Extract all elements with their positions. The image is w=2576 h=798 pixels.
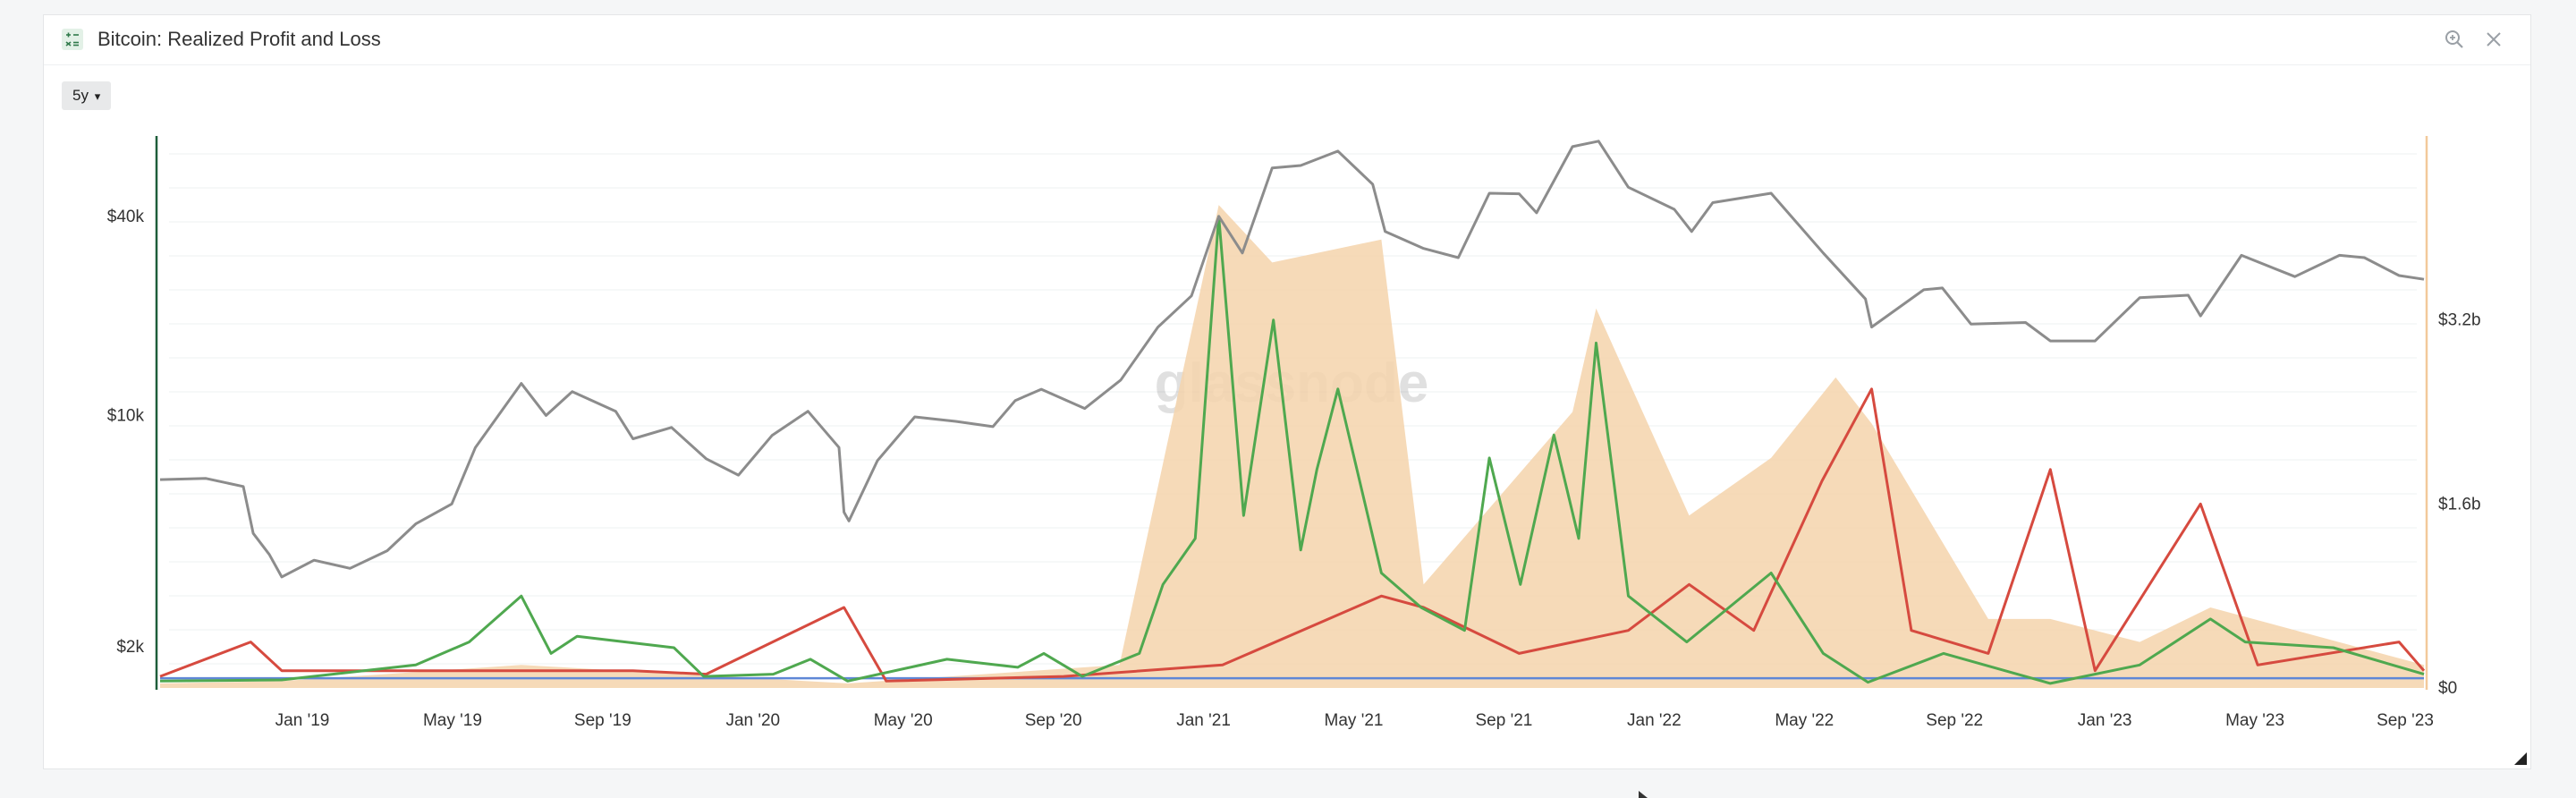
x-tick-label: May '19 [423, 711, 482, 730]
chart-panel: Bitcoin: Realized Profit and Loss 5y ▾ g… [43, 14, 2531, 769]
x-tick-label: Jan '22 [1627, 711, 1682, 730]
x-tick-label: May '21 [1325, 711, 1384, 730]
y-left-tick-label: $40k [107, 208, 145, 226]
zoom-in-icon[interactable] [2443, 28, 2466, 51]
y-left-tick-label: $10k [107, 406, 145, 425]
y-left-tick-label: $2k [116, 638, 144, 657]
series-net-fill-area [160, 205, 2424, 689]
x-tick-label: Jan '20 [725, 711, 780, 730]
x-tick-label: Sep '21 [1475, 711, 1532, 730]
series-profit-line [159, 215, 2425, 685]
y-right-axis-labels: $0 $1.6b $3.2b [2438, 311, 2481, 698]
close-icon[interactable] [2482, 28, 2505, 51]
y-right-tick-label: $1.6b [2438, 495, 2481, 514]
x-tick-label: Sep '20 [1025, 711, 1082, 730]
chevron-down-icon: ▾ [94, 89, 101, 103]
x-tick-label: Jan '21 [1176, 711, 1231, 730]
y-right-tick-label: $0 [2438, 679, 2457, 698]
series-loss-line [159, 387, 2426, 683]
range-selector-button[interactable]: 5y ▾ [62, 81, 112, 110]
x-axis-labels: Jan '19 May '19 Sep '19 Jan '20 May '20 Sep '… [275, 711, 2434, 730]
x-tick-label: May '20 [874, 711, 933, 730]
x-tick-label: May '22 [1775, 711, 1834, 730]
series-price-line [159, 140, 2425, 579]
range-label: 5y [72, 87, 89, 104]
x-tick-label: Jan '19 [275, 711, 330, 730]
y-right-tick-label: $3.2b [2438, 311, 2481, 330]
x-tick-label: Jan '23 [2078, 711, 2132, 730]
series-line-layer [159, 140, 2426, 685]
x-tick-label: Sep '22 [1926, 711, 1983, 730]
panel-header: Bitcoin: Realized Profit and Loss [44, 15, 2530, 65]
area-fill-layer [160, 205, 2424, 689]
x-tick-label: May '23 [2225, 711, 2284, 730]
indicator-icon [62, 29, 83, 50]
y-left-axis-labels: $2k $10k $40k [107, 208, 145, 657]
resize-handle-icon[interactable] [2514, 752, 2527, 765]
x-tick-label: Sep '19 [574, 711, 631, 730]
panel-title: Bitcoin: Realized Profit and Loss [97, 28, 381, 50]
mouse-cursor-icon [1639, 791, 1648, 798]
x-tick-label: Sep '23 [2377, 711, 2434, 730]
